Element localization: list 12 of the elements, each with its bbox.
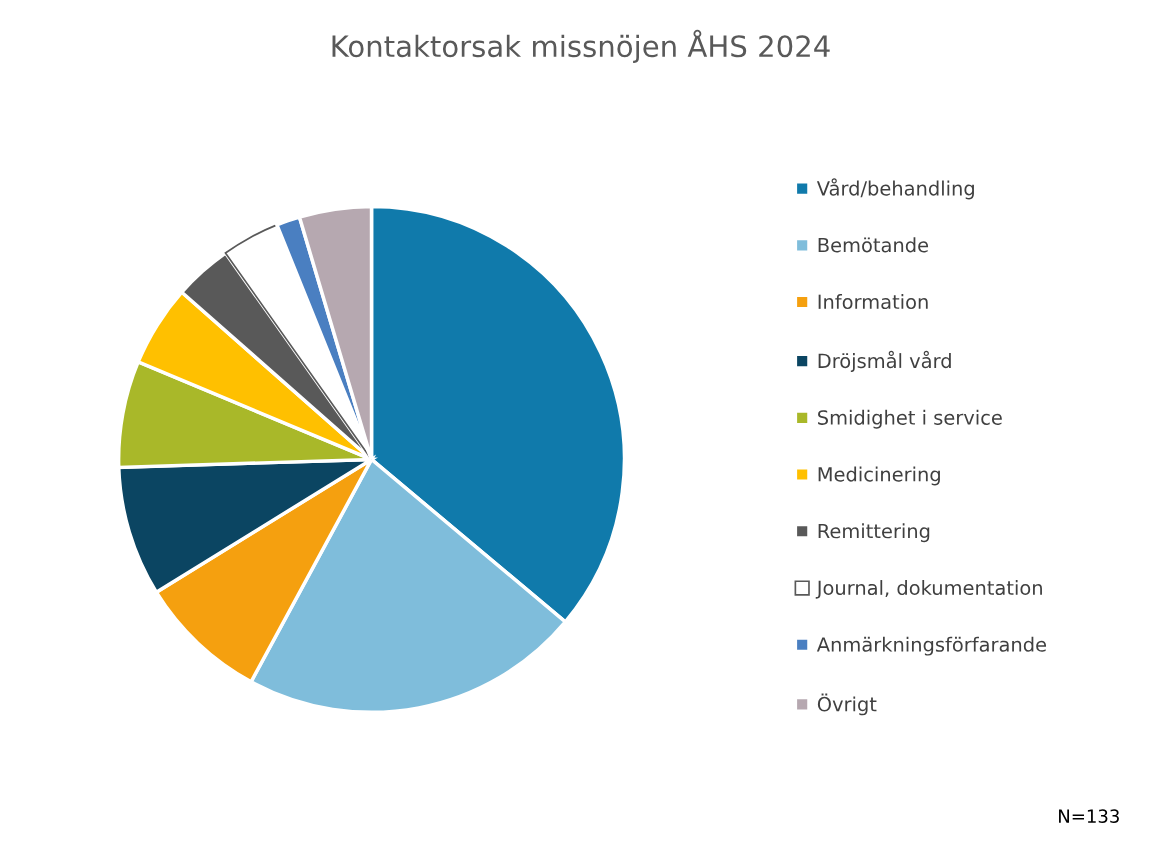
legend-label: Dröjsmål vård [818, 350, 951, 372]
text: N=133 [1059, 809, 1119, 823]
legend-label: Övrigt [817, 693, 877, 716]
chart-title: Kontaktorsak missnöjen ÅHS 2024 [332, 29, 830, 63]
legend-label: Remittering [818, 523, 930, 543]
legend-label: Vård/behandling [816, 178, 974, 200]
legend-label: Journal, dokumentation [815, 580, 1042, 599]
legend-label: Medicinering [818, 466, 940, 486]
legend-label: Smidighet i service [818, 409, 1002, 429]
legend-label: Bemötande [818, 237, 929, 253]
legend-label: Information [818, 294, 928, 310]
legend-label: Anmärkningsförfarande [816, 636, 1047, 656]
